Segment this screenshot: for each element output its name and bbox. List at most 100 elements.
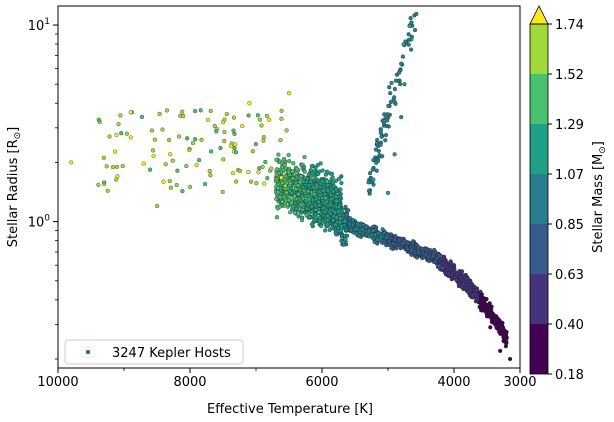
data-point — [209, 149, 214, 154]
data-point — [190, 141, 196, 146]
data-point — [274, 176, 279, 182]
data-point — [353, 227, 358, 232]
data-point — [274, 196, 279, 201]
data-point — [288, 210, 293, 215]
data-point — [347, 216, 353, 221]
data-point — [261, 138, 266, 143]
data-point — [484, 308, 489, 313]
data-point — [234, 179, 239, 184]
data-point — [409, 247, 414, 252]
data-point — [157, 111, 162, 116]
data-point — [366, 180, 371, 185]
data-point — [274, 157, 279, 162]
data-point — [222, 117, 227, 122]
data-point — [294, 171, 299, 176]
data-point — [339, 180, 344, 186]
data-point — [257, 166, 262, 171]
data-point — [403, 239, 408, 244]
data-point — [420, 246, 425, 251]
data-point — [279, 175, 284, 180]
data-point — [488, 325, 493, 330]
legend: 3247 Kepler Hosts — [64, 339, 244, 365]
data-points — [69, 11, 513, 362]
data-point — [479, 294, 484, 299]
data-point — [274, 215, 279, 220]
data-point — [257, 117, 262, 122]
data-point — [313, 166, 318, 171]
data-point — [222, 138, 227, 144]
data-point — [119, 131, 124, 136]
data-point — [371, 177, 376, 182]
data-point — [321, 205, 326, 210]
data-point — [331, 189, 336, 194]
data-point — [310, 197, 316, 202]
data-point — [299, 202, 304, 207]
data-point — [336, 209, 341, 214]
data-point — [297, 196, 302, 201]
data-point — [399, 115, 404, 120]
data-point — [494, 324, 499, 329]
data-point — [314, 182, 319, 187]
data-point — [174, 182, 179, 188]
data-point — [464, 276, 469, 281]
y-tick-label: 101 — [28, 17, 50, 34]
data-point — [406, 42, 411, 47]
data-point — [332, 210, 338, 215]
data-point — [232, 131, 237, 136]
data-point — [306, 183, 312, 188]
data-point — [416, 245, 421, 250]
data-point — [388, 91, 393, 96]
data-point — [154, 203, 160, 209]
data-point — [339, 228, 344, 233]
colorbar-extend — [529, 5, 549, 25]
data-point — [403, 39, 408, 44]
data-point — [371, 182, 376, 187]
data-point — [412, 28, 418, 33]
data-point — [214, 129, 219, 134]
data-point — [206, 118, 211, 123]
data-point — [407, 23, 412, 29]
data-point — [465, 289, 470, 294]
data-point — [383, 138, 388, 143]
legend-marker — [85, 349, 91, 355]
y-axis-label-main: Stellar Radius [R — [6, 139, 21, 247]
data-point — [181, 113, 186, 119]
data-point — [288, 181, 293, 186]
data-point — [96, 117, 101, 122]
data-point — [376, 231, 381, 236]
data-point — [449, 261, 454, 266]
y-tick-label: 100 — [28, 214, 51, 231]
data-point — [96, 182, 101, 187]
data-point — [231, 115, 237, 120]
data-point — [163, 162, 168, 167]
data-point — [256, 170, 261, 175]
data-point — [320, 168, 325, 173]
data-point — [114, 164, 120, 169]
colorbar-bin — [530, 24, 548, 74]
colorbar-bin — [530, 74, 548, 124]
data-point — [459, 277, 464, 282]
data-point — [259, 123, 264, 128]
data-point — [290, 169, 295, 174]
data-point — [347, 221, 352, 226]
data-point — [232, 145, 237, 151]
data-point — [313, 215, 318, 220]
colorbar-tick-label: 1.29 — [555, 118, 584, 133]
data-point — [265, 176, 270, 181]
data-point — [310, 171, 315, 176]
data-point — [167, 179, 172, 184]
data-point — [406, 241, 411, 246]
data-point — [334, 215, 339, 220]
data-point — [118, 113, 123, 118]
data-point — [328, 211, 333, 216]
colorbar-tick-label: 0.18 — [555, 368, 584, 383]
data-point — [447, 271, 452, 276]
data-point — [324, 169, 330, 174]
data-point — [224, 112, 229, 117]
data-point — [503, 344, 508, 349]
data-point — [114, 177, 119, 182]
data-point — [105, 188, 110, 193]
data-point — [385, 118, 390, 123]
data-point — [378, 127, 383, 132]
data-point — [481, 302, 486, 307]
